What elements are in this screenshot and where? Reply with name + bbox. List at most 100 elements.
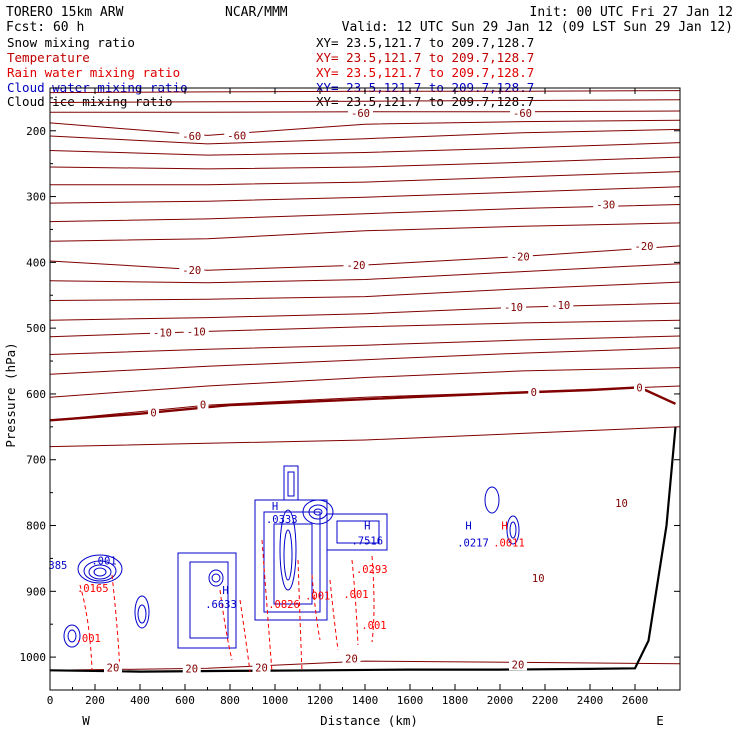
isotherm-label-bg bbox=[179, 264, 205, 277]
legend-item-name: Cloud ice mixing ratio bbox=[7, 94, 173, 109]
isotherm-label: -60 bbox=[227, 130, 246, 142]
rain-water-contour bbox=[311, 574, 321, 641]
isotherm-label-bg bbox=[612, 497, 631, 510]
isotherm-label: 20 bbox=[512, 659, 525, 671]
rain-water-contour bbox=[261, 539, 273, 673]
x-tick-label: 200 bbox=[85, 694, 105, 707]
isotherm-line bbox=[49, 367, 681, 398]
rain-water-label: .0293 bbox=[356, 564, 388, 576]
isotherm-label: 0 bbox=[636, 382, 642, 394]
isotherm-label: 10 bbox=[532, 573, 545, 585]
isotherm-line bbox=[49, 660, 681, 671]
cloud-water-label: H bbox=[222, 585, 228, 597]
y-tick-label: 200 bbox=[26, 125, 46, 138]
x-axis-label: Distance (km) bbox=[320, 713, 418, 728]
y-axis-label: Pressure (hPa) bbox=[3, 342, 18, 447]
isotherm-layer bbox=[49, 90, 681, 673]
isotherm-label: 0 bbox=[531, 387, 537, 399]
isotherm-label: -20 bbox=[347, 260, 366, 272]
y-tick-label: 800 bbox=[26, 520, 46, 533]
isotherm-label: -60 bbox=[182, 131, 201, 143]
cloud-water-contour bbox=[177, 552, 237, 649]
isotherm-label: -30 bbox=[596, 199, 615, 211]
isotherm-label: 10 bbox=[615, 498, 628, 510]
cloud-water-contour bbox=[77, 554, 123, 584]
cloud-water-contour bbox=[134, 595, 150, 629]
isotherm-line bbox=[49, 426, 681, 448]
isotherm-line bbox=[49, 281, 681, 301]
cloud-water-contour bbox=[308, 504, 328, 520]
isotherm-label: 0 bbox=[150, 407, 156, 419]
isotherm-label: 20 bbox=[255, 663, 268, 675]
x-tick-label: 1800 bbox=[442, 694, 469, 707]
isotherm-label-bg bbox=[507, 250, 533, 263]
x-tick-label: 2000 bbox=[487, 694, 514, 707]
zero-isotherm-line bbox=[49, 386, 676, 422]
isotherm-line bbox=[49, 319, 681, 338]
isotherm-label-bg bbox=[528, 385, 540, 398]
isotherm-line bbox=[49, 128, 681, 145]
center-label: NCAR/MMM bbox=[225, 5, 288, 20]
cloud-water-label: H bbox=[272, 501, 278, 513]
isotherm-line bbox=[49, 142, 681, 156]
x-tick-label: 1600 bbox=[397, 694, 424, 707]
cloud-water-contour bbox=[93, 567, 107, 577]
legend-item-xy: XY= 23.5,121.7 to 209.7,128.7 bbox=[316, 35, 534, 50]
cloud-water-contour bbox=[137, 604, 147, 624]
cloud-water-contour bbox=[189, 561, 229, 639]
x-tick-label: 600 bbox=[175, 694, 195, 707]
isotherm-label-bg bbox=[343, 258, 369, 271]
cloud-water-contour bbox=[302, 499, 334, 525]
x-tick-label: 400 bbox=[130, 694, 150, 707]
x-tick-label: 1000 bbox=[262, 694, 289, 707]
cloud-water-layer bbox=[63, 465, 520, 673]
isotherm-label: -20 bbox=[511, 251, 530, 263]
isotherm-label-bg bbox=[634, 381, 645, 394]
rain-water-label: .001 bbox=[76, 633, 101, 645]
isotherm-label: -20 bbox=[635, 241, 654, 253]
y-tick-label: 900 bbox=[26, 585, 46, 598]
isotherm-label-bg bbox=[501, 301, 526, 314]
isotherm-label-bg bbox=[179, 130, 205, 143]
cloud-water-contour bbox=[313, 508, 323, 516]
isotherm-line bbox=[49, 119, 681, 136]
isotherm-label-bg bbox=[631, 239, 657, 252]
cloud-water-label: 385 bbox=[48, 560, 67, 572]
cloud-water-contour bbox=[506, 515, 520, 545]
cloud-water-contour bbox=[326, 513, 388, 551]
x-tick-label: 1400 bbox=[352, 694, 379, 707]
isotherm-label-bg bbox=[104, 661, 122, 674]
x-tick-label: 2400 bbox=[577, 694, 604, 707]
isotherm-label-bg bbox=[348, 107, 373, 120]
rain-water-contour bbox=[329, 579, 339, 651]
isotherm-label: -60 bbox=[351, 108, 370, 120]
isotherm-label: -60 bbox=[513, 108, 532, 120]
cloud-water-contour bbox=[509, 521, 517, 539]
rain-water-contour bbox=[297, 559, 303, 673]
cloud-water-contour bbox=[208, 569, 224, 587]
rain-water-label: .0826 bbox=[268, 599, 300, 611]
model-title: TORERO 15km ARW bbox=[6, 5, 124, 20]
cloud-water-contour bbox=[211, 573, 221, 583]
axes: 0 200 400 600 800 1000 1200 1400 1600 1800 2000 220… bbox=[20, 87, 681, 707]
cloud-water-label: .6633 bbox=[205, 599, 237, 611]
x-tick-label: 2600 bbox=[622, 694, 649, 707]
legend-item-name: Snow mixing ratio bbox=[7, 35, 135, 50]
cloud-water-contour bbox=[279, 509, 297, 591]
isotherm-label: -10 bbox=[153, 328, 172, 340]
cloud-water-label: H bbox=[465, 521, 471, 533]
isotherm-line bbox=[49, 186, 681, 204]
rain-water-label: .0165 bbox=[77, 583, 109, 595]
rain-water-label: H bbox=[501, 521, 507, 533]
rain-water-label: .001 bbox=[361, 620, 386, 632]
x-tick-label: 2200 bbox=[532, 694, 559, 707]
isotherm-label-bg bbox=[529, 572, 548, 585]
x-tick-label: 800 bbox=[220, 694, 240, 707]
rain-water-contour bbox=[239, 599, 251, 673]
cloud-water-contour bbox=[484, 486, 500, 514]
isotherm-label-bg bbox=[342, 652, 361, 665]
x-axis-west-label: W bbox=[82, 713, 90, 728]
isotherm-label: 0 bbox=[200, 399, 206, 411]
isotherm-line bbox=[49, 204, 681, 223]
